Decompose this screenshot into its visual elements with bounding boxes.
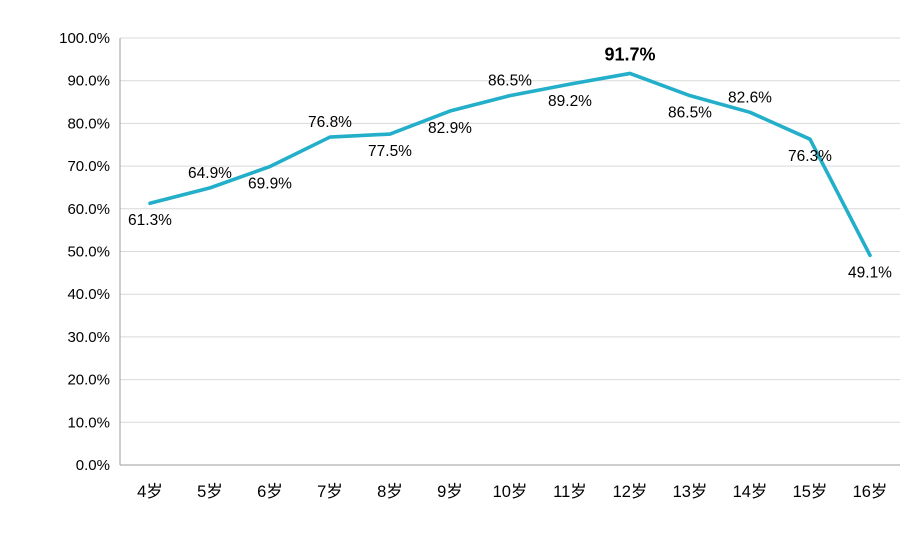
x-axis-label: 8岁 [377,482,403,501]
x-axis-label: 10岁 [493,482,528,501]
x-axis-label: 7岁 [317,482,343,501]
x-axis-label: 12岁 [613,482,648,501]
data-label: 61.3% [128,212,172,229]
x-axis-label: 4岁 [137,482,163,501]
data-label-emphasized: 91.7% [604,44,655,64]
x-axis-label: 6岁 [257,482,283,501]
data-label: 64.9% [188,165,232,182]
y-tick-label: 50.0% [67,244,110,261]
data-label: 76.3% [788,148,832,165]
data-label: 86.5% [488,73,532,90]
y-tick-label: 90.0% [67,73,110,90]
y-tick-label: 20.0% [67,372,110,389]
y-tick-label: 0.0% [76,457,110,474]
data-label: 82.6% [728,89,772,106]
x-axis-label: 16岁 [853,482,888,501]
data-label: 76.8% [308,114,352,131]
data-label: 89.2% [548,93,592,110]
data-label: 69.9% [248,176,292,193]
data-label: 82.9% [428,120,472,137]
y-tick-label: 70.0% [67,158,110,175]
y-tick-label: 80.0% [67,115,110,132]
data-label: 86.5% [668,105,712,122]
line-series [148,71,872,258]
x-axis-label: 5岁 [197,482,223,501]
y-tick-label: 100.0% [59,30,110,47]
data-label: 49.1% [848,264,892,281]
y-tick-label: 60.0% [67,201,110,218]
y-tick-label: 40.0% [67,286,110,303]
x-axis-label: 14岁 [733,482,768,501]
data-label: 77.5% [368,143,412,160]
x-axis-label: 9岁 [437,482,463,501]
x-axis-label: 15岁 [793,482,828,501]
x-axis-label: 11岁 [553,482,587,501]
y-tick-label: 30.0% [67,329,110,346]
y-tick-label: 10.0% [67,414,110,431]
x-axis-label: 13岁 [673,482,708,501]
